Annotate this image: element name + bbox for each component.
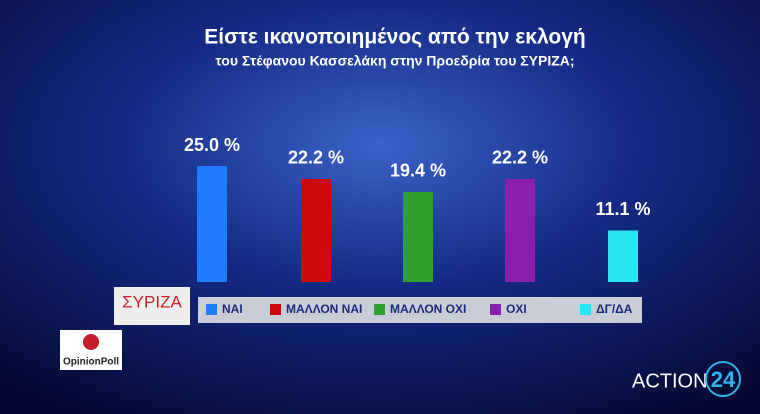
data-label: 22.2 %: [492, 148, 548, 168]
channel-ring: [705, 361, 741, 397]
bar: [505, 178, 535, 282]
legend-label: ΟΧΙ: [506, 302, 527, 316]
legend-swatch: [490, 304, 501, 315]
data-label: 19.4 %: [390, 161, 446, 181]
legend-swatch: [580, 304, 591, 315]
channel-logo: ACTION: [632, 370, 708, 392]
bar: [608, 230, 638, 282]
legend-swatch: [270, 304, 281, 315]
legend-label: ΜΑΛΛΟΝ ΝΑΙ: [286, 302, 362, 316]
chart-title: Είστε ικανοποιημένος από την εκλογή: [204, 26, 585, 49]
party-logo: ΣΥΡΙΖΑ: [122, 292, 182, 311]
legend-label: ΔΓ/ΔΑ: [596, 302, 633, 316]
pollster-logo: OpinionPoll: [63, 357, 119, 368]
legend-label: ΝΑΙ: [222, 302, 243, 316]
channel-number: 24: [711, 367, 736, 392]
bar: [301, 178, 331, 282]
data-label: 25.0 %: [184, 135, 240, 155]
legend-label: ΜΑΛΛΟΝ ΟΧΙ: [390, 302, 466, 316]
party-logo-box: [114, 287, 190, 325]
bar: [403, 191, 433, 282]
chart-subtitle: του Στέφανου Κασσελάκη στην Προεδρία του…: [215, 53, 574, 69]
pollster-icon: [83, 334, 99, 350]
data-label: 22.2 %: [288, 148, 344, 168]
legend-swatch: [206, 304, 217, 315]
legend-swatch: [374, 304, 385, 315]
data-label: 11.1 %: [595, 199, 650, 219]
bar: [197, 166, 227, 282]
